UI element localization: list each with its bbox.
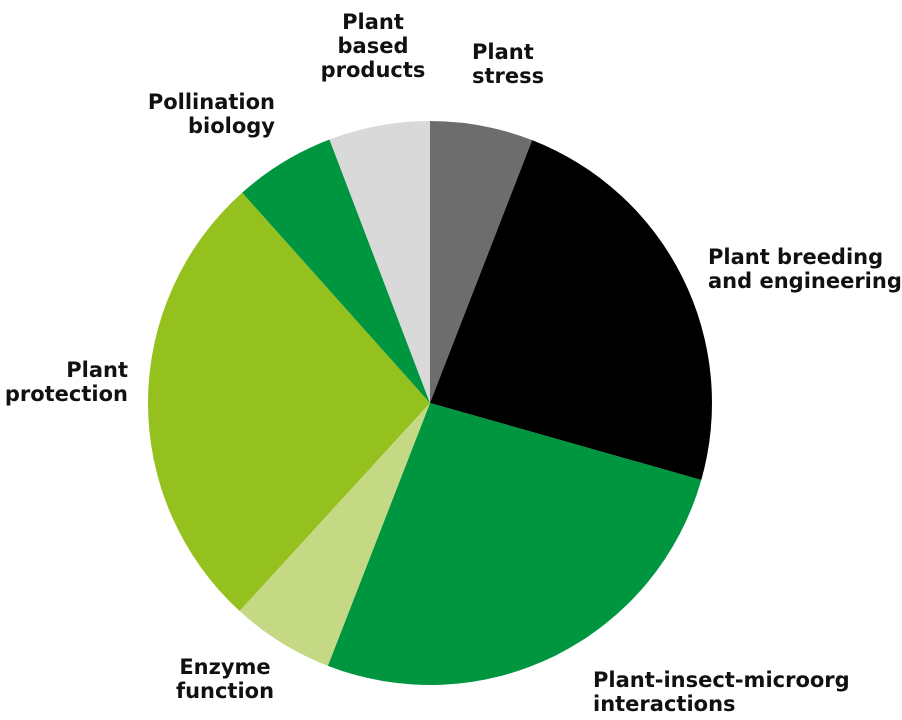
slice — [239, 403, 430, 666]
slice-label: Plant breeding and engineering — [708, 245, 902, 293]
slice — [147, 192, 431, 611]
slice — [430, 121, 533, 403]
slice — [327, 403, 702, 685]
slice — [329, 121, 430, 403]
slice-label: Pollination biology — [147, 90, 275, 138]
slice-label: Plant based products — [320, 10, 426, 82]
slice-label: Plant-insect-microorg interactions — [593, 668, 850, 716]
slice-label: Plant stress — [472, 40, 545, 88]
slice-label: Plant protection — [4, 358, 128, 406]
slice — [242, 139, 430, 404]
slice — [430, 140, 713, 480]
slice-label: Enzyme function — [175, 655, 275, 703]
